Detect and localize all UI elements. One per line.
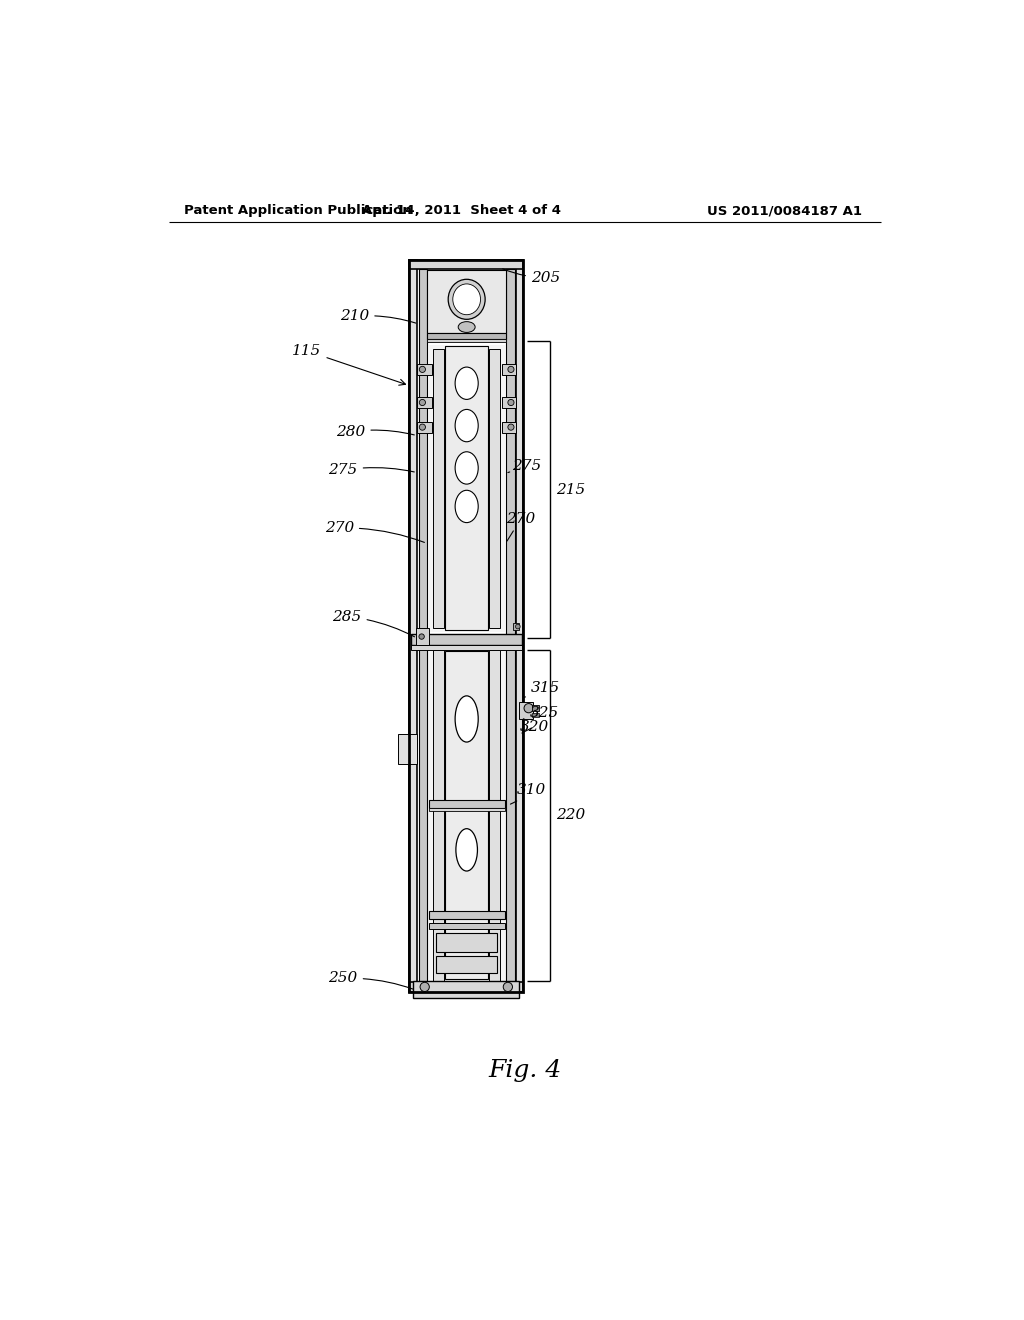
Text: 205: 205 <box>503 269 560 285</box>
Ellipse shape <box>455 367 478 400</box>
Bar <box>513 623 519 631</box>
Text: Apr. 14, 2011  Sheet 4 of 4: Apr. 14, 2011 Sheet 4 of 4 <box>362 205 561 218</box>
Bar <box>410 260 523 991</box>
Bar <box>445 651 487 979</box>
Ellipse shape <box>508 400 514 405</box>
Text: 220: 220 <box>556 808 586 822</box>
Bar <box>427 333 506 339</box>
Text: US 2011/0084187 A1: US 2011/0084187 A1 <box>707 205 862 218</box>
Bar <box>433 348 444 628</box>
Ellipse shape <box>419 367 425 372</box>
Text: 210: 210 <box>340 309 416 323</box>
Ellipse shape <box>453 284 480 314</box>
Text: 280: 280 <box>336 425 415 438</box>
Ellipse shape <box>515 624 520 628</box>
Bar <box>397 734 417 763</box>
Ellipse shape <box>456 829 477 871</box>
Bar <box>427 271 506 333</box>
Ellipse shape <box>524 704 534 713</box>
Bar <box>429 345 505 632</box>
Text: 250: 250 <box>329 972 413 989</box>
Bar <box>502 422 516 433</box>
Bar <box>410 260 417 991</box>
Ellipse shape <box>455 696 478 742</box>
Text: Fig. 4: Fig. 4 <box>488 1060 561 1082</box>
Text: 275: 275 <box>329 463 415 478</box>
Bar <box>489 348 500 628</box>
Bar <box>411 645 521 649</box>
Text: 310: 310 <box>510 783 547 804</box>
Text: 115: 115 <box>292 345 406 385</box>
Bar <box>519 702 534 719</box>
Ellipse shape <box>455 409 478 442</box>
Ellipse shape <box>455 490 478 523</box>
Bar <box>410 260 523 269</box>
Text: 325: 325 <box>523 706 559 719</box>
Ellipse shape <box>508 424 514 430</box>
Ellipse shape <box>419 424 425 430</box>
Ellipse shape <box>419 634 424 639</box>
Text: 215: 215 <box>556 483 586 496</box>
Text: 270: 270 <box>506 512 536 541</box>
Bar <box>436 933 497 952</box>
Bar <box>506 269 515 982</box>
Bar <box>433 649 444 981</box>
Ellipse shape <box>420 982 429 991</box>
Bar <box>411 635 521 645</box>
Bar <box>502 364 516 375</box>
Bar <box>429 800 505 808</box>
Text: 275: 275 <box>508 459 542 474</box>
Text: Patent Application Publication: Patent Application Publication <box>184 205 413 218</box>
Ellipse shape <box>458 322 475 333</box>
Bar <box>417 397 432 408</box>
Bar <box>427 339 506 342</box>
Bar <box>419 269 427 982</box>
Bar <box>413 981 519 998</box>
Text: 270: 270 <box>325 521 424 543</box>
Bar <box>427 269 506 982</box>
Bar <box>531 705 540 711</box>
Ellipse shape <box>419 400 425 405</box>
Bar <box>429 808 505 810</box>
Text: 285: 285 <box>333 610 415 636</box>
Ellipse shape <box>503 982 512 991</box>
Ellipse shape <box>449 280 485 319</box>
Ellipse shape <box>455 451 478 484</box>
Bar <box>515 260 523 991</box>
Bar <box>429 911 505 919</box>
Bar <box>436 956 497 973</box>
Bar <box>417 364 432 375</box>
Bar <box>416 628 429 645</box>
Bar <box>502 397 516 408</box>
Text: 315: 315 <box>523 681 560 697</box>
Bar <box>445 346 487 631</box>
Bar <box>531 713 540 717</box>
Bar <box>427 649 506 981</box>
Bar <box>417 422 432 433</box>
Bar <box>489 649 500 981</box>
Ellipse shape <box>508 367 514 372</box>
Text: 320: 320 <box>519 719 549 734</box>
Bar <box>410 982 523 991</box>
Bar <box>429 923 505 929</box>
